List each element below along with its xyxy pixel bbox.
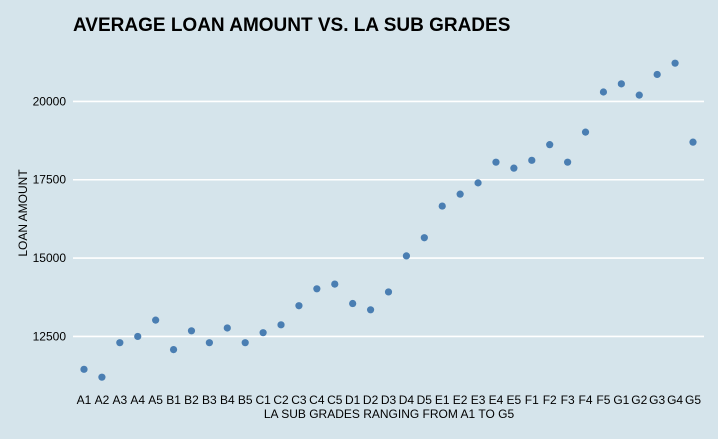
data-point-g1 <box>617 80 625 88</box>
x-tick-label-g1: G1 <box>613 393 629 407</box>
x-tick-label-c5: C5 <box>327 393 343 407</box>
x-tick-label-f2: F2 <box>543 393 557 407</box>
data-point-a5 <box>152 316 160 324</box>
y-axis-ticks: 12500 15000 17500 20000 <box>33 94 67 343</box>
data-point-e3 <box>474 179 482 187</box>
data-point-c1 <box>259 329 267 337</box>
data-point-g4 <box>671 59 679 67</box>
data-point-d5 <box>420 234 428 242</box>
x-tick-label-c1: C1 <box>255 393 271 407</box>
data-point-g2 <box>635 91 643 99</box>
x-tick-label-f3: F3 <box>561 393 575 407</box>
x-tick-label-b1: B1 <box>166 393 181 407</box>
data-point-g3 <box>653 70 661 79</box>
x-tick-label-b5: B5 <box>238 393 253 407</box>
x-axis-ticks: A1 A2 A3 A4 A5 B1 B2 B3 B4 B5 C1 C2 C3 C4 C5 D1 D2 D3 D4 D5… <box>77 393 702 407</box>
x-tick-label-a1: A1 <box>77 393 92 407</box>
data-point-a4 <box>134 332 142 341</box>
x-tick-label-c2: C2 <box>273 393 289 407</box>
x-tick-label-d2: D2 <box>363 393 379 407</box>
data-point-c5 <box>331 280 339 288</box>
x-tick-label-b2: B2 <box>184 393 199 407</box>
data-point-f4 <box>581 128 590 136</box>
x-tick-label-e4: E4 <box>489 393 504 407</box>
x-tick-label-e3: E3 <box>471 393 486 407</box>
y-tick-label-15000: 15000 <box>33 251 67 265</box>
x-tick-label-b3: B3 <box>202 393 217 407</box>
data-point-b1 <box>169 345 178 354</box>
data-point-e2 <box>456 190 464 198</box>
chart-title: AVERAGE LOAN AMOUNT VS. LA SUB GRADES <box>73 15 510 36</box>
x-tick-label-b4: B4 <box>220 393 235 407</box>
data-point-a2 <box>98 373 106 381</box>
y-tick-label-12500: 12500 <box>33 329 67 343</box>
data-point-c2 <box>277 321 285 329</box>
data-point-d1 <box>349 299 357 308</box>
data-point-b5 <box>241 339 249 347</box>
data-point-c3 <box>295 302 303 310</box>
data-point-b4 <box>223 324 231 332</box>
x-tick-label-g5: G5 <box>685 393 701 407</box>
x-tick-label-d3: D3 <box>381 393 397 407</box>
x-tick-label-d1: D1 <box>345 393 361 407</box>
x-tick-label-d5: D5 <box>417 393 433 407</box>
x-axis-title: LA SUB GRADES RANGING FROM A1 TO G5 <box>264 407 515 421</box>
x-tick-label-c4: C4 <box>309 393 325 407</box>
data-point-d3 <box>384 288 393 296</box>
data-point-b2 <box>187 327 196 335</box>
y-tick-label-17500: 17500 <box>33 173 67 187</box>
grid-lines <box>73 100 704 338</box>
x-tick-label-e5: E5 <box>507 393 522 407</box>
data-point-f1 <box>528 156 536 164</box>
data-point-f2 <box>546 141 554 149</box>
data-point-a1 <box>80 365 88 373</box>
x-tick-label-a3: A3 <box>112 393 127 407</box>
data-point-e1 <box>438 202 446 210</box>
y-tick-label-20000: 20000 <box>33 94 67 108</box>
data-points <box>80 59 697 381</box>
data-point-f3 <box>564 158 572 166</box>
data-point-e4 <box>492 158 500 166</box>
x-tick-label-c3: C3 <box>291 393 307 407</box>
x-tick-label-f5: F5 <box>596 393 610 407</box>
data-point-c4 <box>313 285 321 293</box>
data-point-d4 <box>402 252 411 260</box>
x-tick-label-f1: F1 <box>525 393 539 407</box>
x-tick-label-g4: G4 <box>667 393 683 407</box>
data-point-a3 <box>116 339 124 347</box>
x-tick-label-d4: D4 <box>399 393 415 407</box>
x-tick-label-a4: A4 <box>130 393 145 407</box>
data-point-g5 <box>689 138 697 146</box>
x-tick-label-a2: A2 <box>95 393 110 407</box>
x-tick-label-e1: E1 <box>435 393 450 407</box>
x-tick-label-f4: F4 <box>579 393 593 407</box>
x-tick-label-e2: E2 <box>453 393 468 407</box>
x-tick-label-a5: A5 <box>148 393 163 407</box>
y-axis-title: LOAN AMOUNT <box>16 169 30 257</box>
x-tick-label-g3: G3 <box>649 393 665 407</box>
data-point-f5 <box>599 88 608 96</box>
x-tick-label-g2: G2 <box>631 393 647 407</box>
data-point-b3 <box>205 339 213 347</box>
data-point-d2 <box>366 306 375 314</box>
data-point-e5 <box>510 164 518 172</box>
